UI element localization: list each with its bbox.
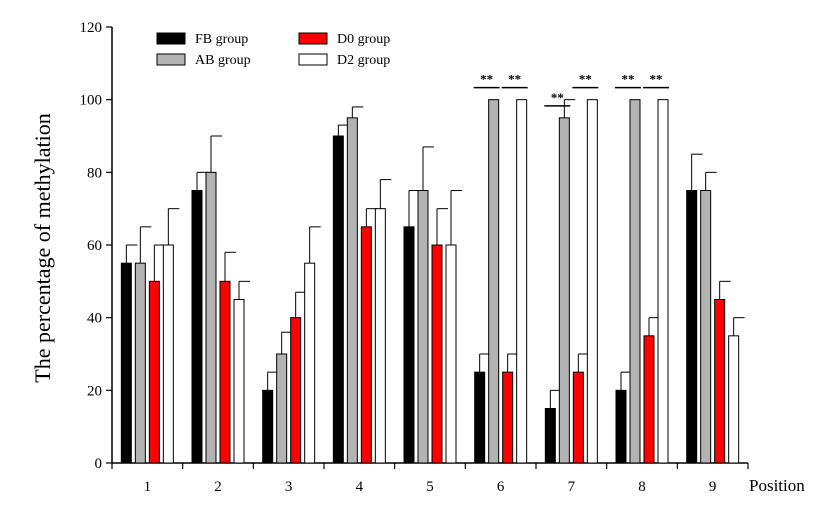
- bar: [148, 280, 160, 464]
- significance-label: **: [480, 72, 493, 87]
- x-tick-label: 8: [638, 479, 646, 495]
- bar: [346, 117, 358, 464]
- y-tick-label: 40: [87, 311, 102, 327]
- bar: [643, 335, 655, 464]
- significance-label: **: [622, 72, 635, 87]
- x-axis-label: Position: [749, 476, 805, 495]
- significance-label: **: [579, 72, 592, 87]
- legend: FB group AB group D0 group D2 group: [156, 32, 390, 68]
- bar: [728, 335, 740, 464]
- legend-swatch: [298, 32, 328, 45]
- x-tick-label: 5: [426, 479, 434, 495]
- bar: [360, 226, 372, 464]
- bar: [162, 244, 174, 464]
- legend-swatch: [156, 32, 186, 45]
- bar: [262, 389, 274, 464]
- x-tick-label: 6: [497, 479, 505, 495]
- bar: [276, 353, 288, 464]
- legend-label: D0 group: [337, 32, 390, 47]
- bar: [431, 244, 443, 464]
- bar: [686, 190, 698, 464]
- y-tick-label: 80: [87, 165, 102, 181]
- y-tick-label: 0: [95, 456, 103, 472]
- legend-swatch: [298, 53, 328, 66]
- x-tick-label: 3: [285, 479, 293, 495]
- bar: [304, 262, 316, 464]
- bar: [558, 117, 570, 464]
- axes: 0 20 40 60 80 100 120 1 2 3 4 5 6 7 8 9: [80, 20, 749, 495]
- y-tick-label: 20: [87, 383, 102, 399]
- bars: [120, 99, 745, 464]
- x-tick-label: 4: [356, 479, 364, 495]
- y-tick-label: 120: [80, 20, 103, 36]
- significance-label: **: [508, 72, 521, 87]
- legend-swatch: [156, 53, 186, 66]
- legend-label: AB group: [195, 53, 251, 68]
- x-tick-label: 9: [709, 479, 717, 495]
- y-tick-label: 60: [87, 238, 102, 254]
- x-tick-label: 7: [568, 479, 576, 495]
- y-tick-label: 100: [80, 93, 103, 109]
- bar: [219, 280, 231, 464]
- bar: [586, 99, 598, 464]
- bar: [134, 262, 146, 464]
- bar: [290, 317, 302, 464]
- bar: [714, 299, 726, 464]
- bar: [120, 262, 132, 464]
- significance-label: **: [650, 72, 663, 87]
- bar: [657, 99, 669, 464]
- significance-markers: ** ** ** ** ** **: [473, 72, 669, 107]
- legend-label: FB group: [195, 32, 248, 47]
- bar: [629, 99, 641, 464]
- bar: [233, 299, 245, 464]
- bar: [332, 135, 344, 464]
- bar: [502, 371, 514, 464]
- bar: [374, 208, 386, 464]
- bar: [544, 408, 556, 464]
- bar: [205, 171, 217, 464]
- bar: [488, 99, 500, 464]
- bar: [572, 371, 584, 464]
- bar: [403, 226, 415, 464]
- bar: [700, 190, 712, 464]
- bar: [417, 190, 429, 464]
- legend-label: D2 group: [337, 53, 390, 68]
- bar: [474, 371, 486, 464]
- bar: [615, 389, 627, 464]
- bar: [516, 99, 528, 464]
- significance-label: **: [551, 90, 564, 105]
- bar: [445, 244, 457, 464]
- y-axis-label: The percentage of methylation: [30, 113, 55, 382]
- x-tick-label: 2: [214, 479, 222, 495]
- x-tick-label: 1: [144, 479, 152, 495]
- bar: [191, 190, 203, 464]
